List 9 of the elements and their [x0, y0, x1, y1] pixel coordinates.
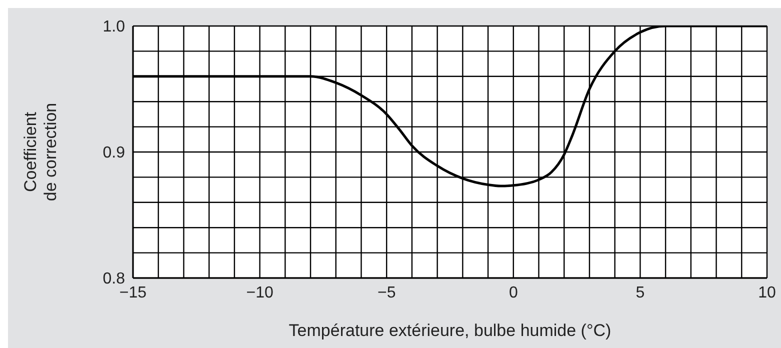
y-tick-label: 0.9: [102, 144, 126, 162]
x-tick-label: 0: [508, 284, 518, 302]
x-tick-label: 10: [758, 284, 776, 302]
y-axis-title: Coefficient de correction: [21, 102, 60, 202]
x-tick-label: 5: [636, 284, 645, 302]
y-tick-label: 1.0: [102, 18, 126, 36]
x-tick-label: −5: [377, 284, 396, 302]
x-axis-title: Température extérieure, bulbe humide (°C): [288, 321, 612, 340]
x-tick-label: −10: [246, 284, 274, 302]
